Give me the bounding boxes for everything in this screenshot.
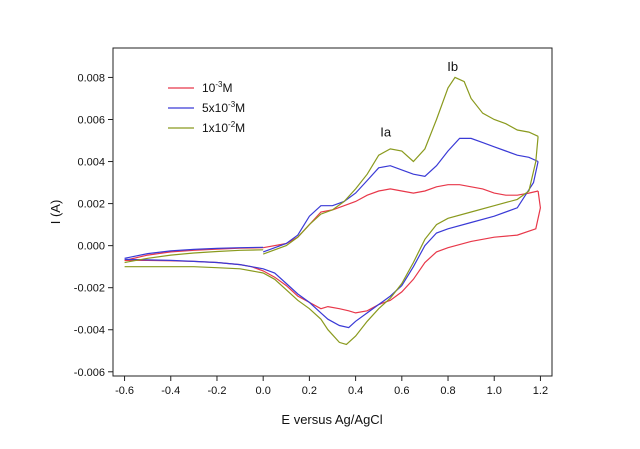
plot-series [124,76,542,346]
plot-frame [112,47,553,377]
x-tick-label: -0.6 [115,385,134,397]
series-3-reverse-line [124,136,539,346]
x-tick-label: 0.4 [348,385,363,397]
legend-entry: 10-3M [202,80,232,95]
y-tick-label: 0.004 [77,157,105,169]
y-tick-label: 0.008 [77,72,105,84]
legend-entry: 5x10-3M [202,100,245,115]
y-tick-label: 0.002 [77,199,105,211]
y-tick-label: -0.002 [74,283,105,295]
legend: 10-3M 5x10-3M 1x10-2M [168,80,245,135]
peak-annotations: Ia Ib [380,59,458,139]
x-axis-label: E versus Ag/AgCl [281,412,382,427]
x-tick-label: 1.0 [487,385,502,397]
peak-label: Ia [380,124,392,139]
y-tick-label: 0.000 [77,241,105,253]
series-3-forward-line [124,249,264,264]
y-tick-label: -0.004 [74,325,105,337]
series-2-reverse-line [124,161,539,329]
peak-label: Ib [447,59,458,74]
x-tick-label: 0.2 [302,385,317,397]
x-tick-label: 0.0 [256,385,271,397]
x-axis: -0.6 -0.4 -0.2 0.0 0.2 0.4 0.6 0.8 1.0 1.2 [115,376,548,397]
y-tick-label: 0.006 [77,114,105,126]
x-tick-label: 0.8 [440,385,455,397]
series-2-forward-line [124,246,264,259]
x-tick-label: 0.6 [394,385,409,397]
y-tick-label: -0.006 [74,367,105,379]
series-1-forward2-line [263,184,539,249]
y-axis-label: I (A) [48,200,63,225]
series-3-forward2-line [262,76,539,255]
y-axis: -0.006 -0.004 -0.002 0.000 0.002 0.004 0.006 0.… [74,72,113,379]
x-tick-label: 1.2 [533,385,548,397]
x-tick-label: -0.4 [161,385,180,397]
x-tick-label: -0.2 [207,385,226,397]
legend-entry: 1x10-2M [202,120,245,135]
series-2-forward2-line [262,137,539,253]
